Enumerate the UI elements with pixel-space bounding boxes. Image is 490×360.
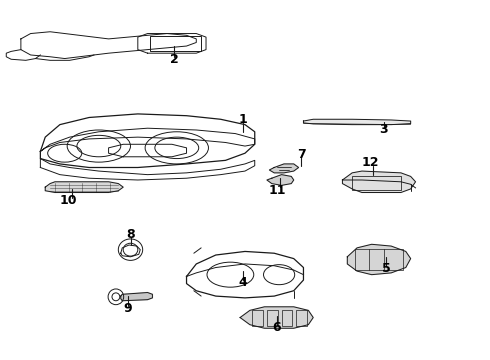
Text: 12: 12 xyxy=(362,156,379,169)
Text: 10: 10 xyxy=(60,194,77,207)
Bar xyxy=(352,176,401,190)
Text: 2: 2 xyxy=(170,53,179,66)
Text: 5: 5 xyxy=(382,262,391,275)
Bar xyxy=(150,36,201,51)
Bar xyxy=(282,310,292,326)
Text: 9: 9 xyxy=(124,302,132,315)
Polygon shape xyxy=(240,307,313,328)
Text: 11: 11 xyxy=(269,184,286,197)
Text: 6: 6 xyxy=(272,321,281,334)
Polygon shape xyxy=(270,164,298,173)
Polygon shape xyxy=(267,175,294,185)
Polygon shape xyxy=(303,119,411,125)
Bar xyxy=(252,310,263,326)
Polygon shape xyxy=(347,244,411,275)
Polygon shape xyxy=(343,171,416,193)
Text: 8: 8 xyxy=(126,228,135,241)
Text: 7: 7 xyxy=(296,148,305,161)
Bar xyxy=(355,249,403,270)
Polygon shape xyxy=(121,293,152,301)
Text: 1: 1 xyxy=(238,113,247,126)
Polygon shape xyxy=(45,182,123,193)
Bar xyxy=(267,310,278,326)
Bar xyxy=(296,310,307,326)
Text: 3: 3 xyxy=(380,123,388,136)
Text: 4: 4 xyxy=(238,276,247,289)
